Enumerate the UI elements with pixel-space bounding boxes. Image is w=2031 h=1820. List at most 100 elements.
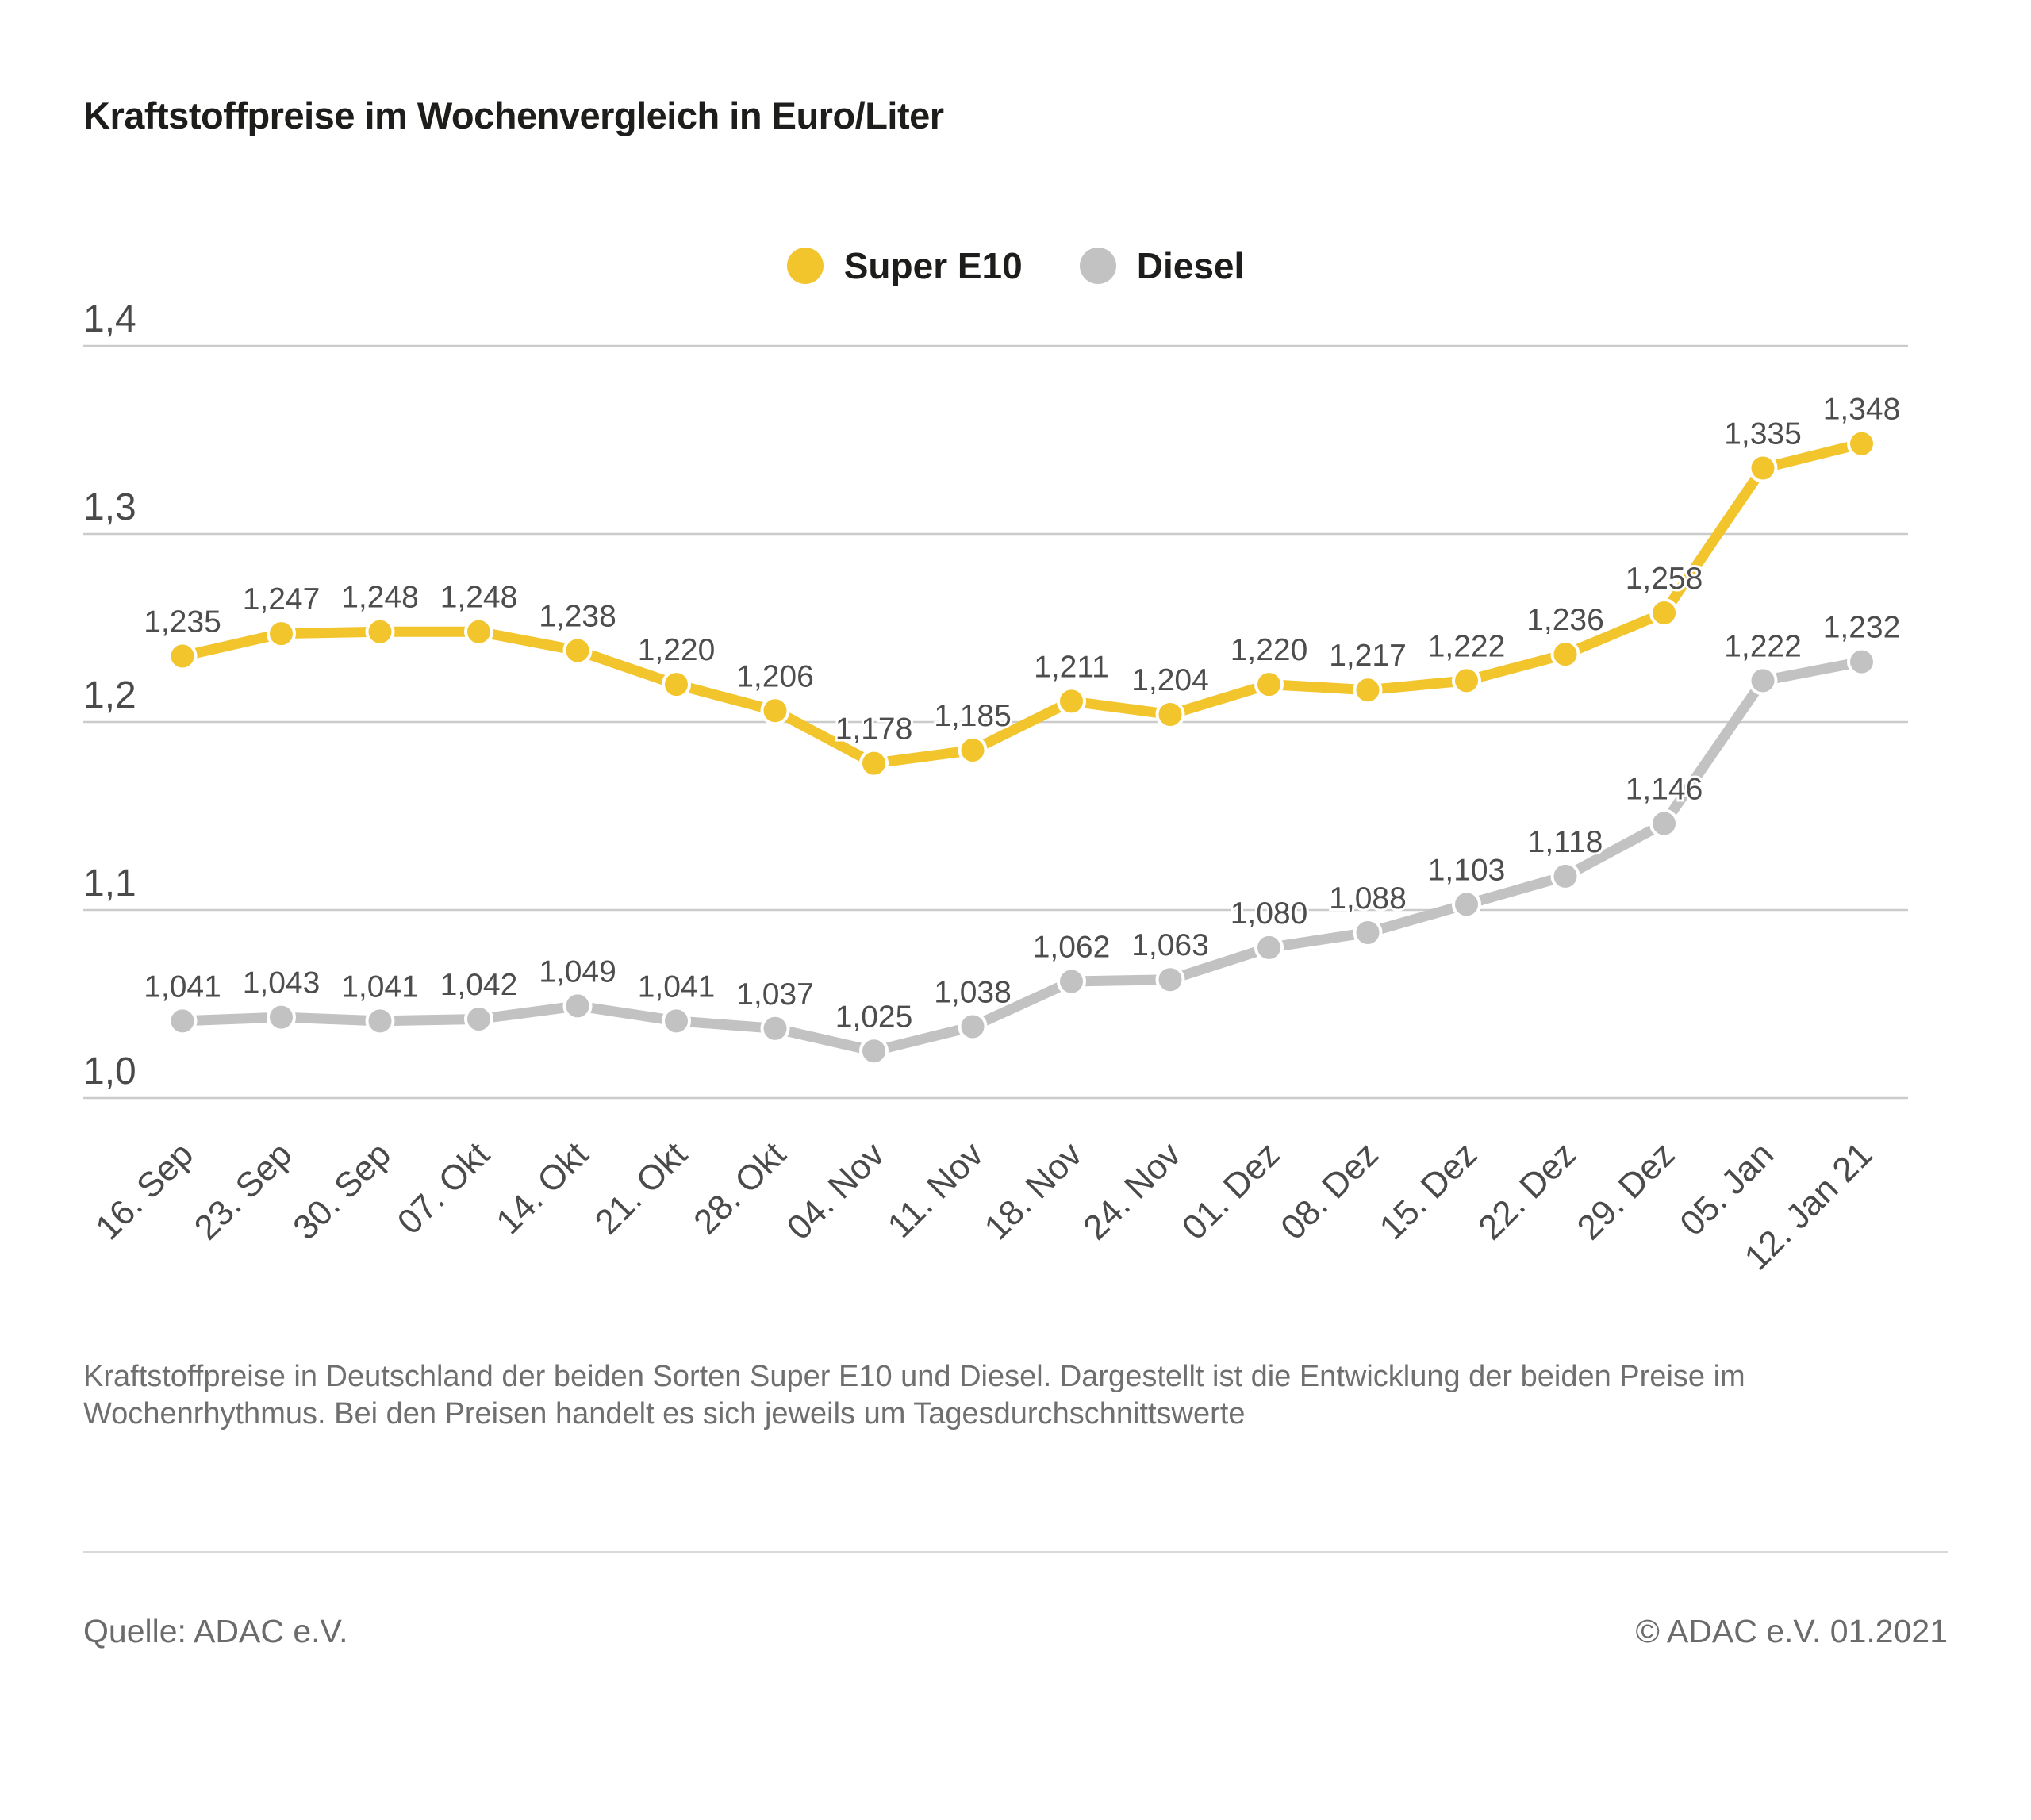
super-e10-data-point [1550, 639, 1580, 670]
super-e10-data-point [859, 748, 889, 778]
x-tick-label: 29. Dez [1570, 1135, 1683, 1247]
diesel-value-label: 1,232 [1823, 611, 1901, 645]
diesel-data-point [267, 1002, 296, 1032]
super-e10-value-label: 1,248 [341, 581, 419, 615]
super-e10-value-label: 1,238 [539, 599, 616, 633]
x-tick-label: 01. Dez [1175, 1135, 1288, 1247]
caption-line-2: Wochenrhythmus. Bei den Preisen handelt … [83, 1397, 1246, 1430]
super-e10-value-label: 1,217 [1329, 639, 1407, 673]
diesel-data-point [1254, 932, 1284, 962]
super-e10-value-label: 1,220 [1231, 633, 1308, 667]
x-tick-label: 04. Nov [780, 1135, 893, 1247]
diesel-value-label: 1,043 [243, 966, 321, 1000]
diesel-value-label: 1,222 [1724, 629, 1802, 663]
super-e10-value-label: 1,211 [1034, 650, 1109, 684]
diesel-data-point [1353, 917, 1383, 947]
super-e10-legend-dot-icon [786, 248, 824, 284]
diesel-value-label: 1,038 [934, 975, 1012, 1009]
diesel-legend-dot-icon [1079, 248, 1116, 284]
chart-caption: Kraftstoffpreise in Deutschland der beid… [83, 1358, 1745, 1433]
diesel-value-label: 1,025 [835, 1000, 913, 1034]
diesel-data-point [1550, 861, 1580, 891]
diesel-value-label: 1,118 [1528, 825, 1603, 859]
copyright-text: © ADAC e.V. 01.2021 [1635, 1613, 1948, 1649]
super-e10-value-label: 1,185 [934, 699, 1012, 733]
diesel-value-label: 1,062 [1033, 931, 1111, 965]
super-e10-data-point [1649, 598, 1679, 628]
diesel-legend-label: Diesel [1136, 245, 1245, 286]
diesel-data-point [464, 1004, 493, 1034]
x-tick-label: 15. Dez [1373, 1135, 1485, 1247]
super-e10-data-point [365, 616, 395, 647]
x-tick-label: 24. Nov [1076, 1135, 1188, 1247]
x-tick-label: 18. Nov [977, 1135, 1090, 1247]
x-tick-label: 22. Dez [1471, 1135, 1584, 1247]
diesel-data-point [662, 1006, 691, 1036]
x-tick-label: 14. Okt [489, 1135, 596, 1242]
super-e10-value-label: 1,236 [1526, 603, 1604, 637]
diesel-value-label: 1,041 [144, 970, 221, 1004]
diesel-value-label: 1,080 [1231, 897, 1308, 931]
diesel-data-point [1748, 666, 1778, 696]
super-e10-value-label: 1,248 [440, 581, 518, 615]
y-tick-label: 1,0 [83, 1050, 136, 1092]
super-e10-data-point [167, 641, 198, 671]
super-e10-data-point [562, 635, 593, 666]
super-e10-data-point [958, 735, 988, 766]
super-e10-value-label: 1,335 [1724, 417, 1802, 451]
super-e10-data-point [1057, 686, 1086, 716]
diesel-data-point [958, 1012, 988, 1042]
diesel-data-point [1649, 808, 1679, 839]
super-e10-data-point [1353, 675, 1383, 705]
super-e10-value-label: 1,206 [736, 659, 814, 693]
super-e10-value-label: 1,348 [1823, 393, 1901, 427]
diesel-value-label: 1,146 [1626, 772, 1703, 806]
diesel-data-point [167, 1006, 198, 1036]
x-tick-label: 16. Sep [88, 1135, 201, 1247]
super-e10-legend-label: Super E10 [843, 245, 1023, 286]
diesel-value-label: 1,063 [1131, 928, 1209, 962]
diesel-line [177, 656, 1867, 1057]
super-e10-value-label: 1,220 [638, 633, 716, 667]
diesel-value-label: 1,088 [1329, 881, 1407, 916]
x-tick-label: 23. Sep [187, 1135, 300, 1247]
diesel-value-label: 1,049 [539, 954, 616, 989]
super-e10-value-label: 1,178 [835, 712, 913, 747]
super-e10-value-label: 1,204 [1131, 663, 1209, 697]
x-tick-label: 08. Dez [1273, 1135, 1386, 1247]
source-text: Quelle: ADAC e.V. [83, 1613, 348, 1649]
super-e10-data-point [760, 696, 790, 726]
legend-item-diesel: Diesel [1079, 244, 1245, 287]
diesel-data-point [1452, 889, 1481, 920]
super-e10-value-label: 1,235 [144, 605, 221, 639]
chart-title: Kraftstoffpreise im Wochenvergleich in E… [83, 94, 944, 136]
x-tick-label: 21. Okt [588, 1135, 695, 1242]
diesel-value-label: 1,037 [736, 977, 814, 1012]
diesel-data-point [760, 1013, 790, 1043]
diesel-data-point [1847, 647, 1876, 677]
super-e10-value-label: 1,247 [243, 582, 321, 616]
super-e10-data-point [1254, 670, 1284, 700]
super-e10-data-point [662, 670, 691, 700]
y-tick-label: 1,3 [83, 486, 136, 528]
super-e10-data-point [1847, 428, 1876, 459]
chart-legend: Super E10 Diesel [0, 244, 2031, 287]
y-tick-label: 1,1 [83, 862, 136, 904]
super-e10-line [177, 438, 1867, 769]
super-e10-data-point [464, 616, 493, 647]
super-e10-value-label: 1,258 [1626, 562, 1703, 596]
y-tick-label: 1,4 [83, 298, 136, 340]
diesel-data-point [365, 1006, 395, 1036]
super-e10-data-point [1748, 453, 1778, 483]
diesel-data-point [562, 991, 593, 1021]
diesel-data-point [1057, 966, 1086, 996]
super-e10-data-point [1155, 700, 1185, 730]
diesel-data-point [859, 1036, 889, 1066]
footer-divider [83, 1551, 1948, 1553]
diesel-value-label: 1,042 [440, 968, 518, 1002]
x-tick-label: 28. Okt [686, 1135, 793, 1242]
caption-line-1: Kraftstoffpreise in Deutschland der beid… [83, 1360, 1745, 1393]
x-tick-label: 11. Nov [881, 1135, 992, 1246]
